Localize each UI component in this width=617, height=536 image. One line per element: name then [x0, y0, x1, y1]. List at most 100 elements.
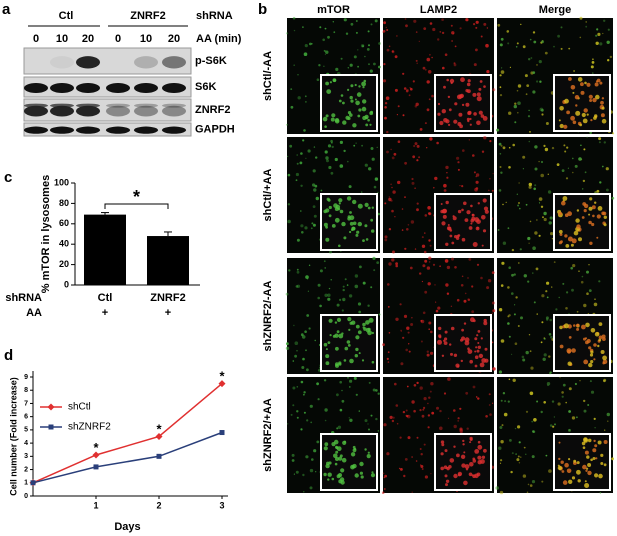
- inset-dot: [597, 206, 603, 211]
- inset-dot: [335, 450, 339, 454]
- micro-dot: [382, 472, 385, 475]
- inset-dot: [475, 346, 478, 349]
- micro-dot: [471, 310, 475, 314]
- micro-dot: [445, 283, 449, 287]
- micro-dot: [400, 330, 402, 332]
- inset-dot: [593, 358, 596, 361]
- micro-dot: [517, 111, 519, 114]
- micro-dot: [513, 273, 516, 276]
- inset-dot: [371, 331, 374, 335]
- micro-dot: [536, 219, 538, 221]
- micro-dot: [540, 341, 543, 344]
- micro-dot: [395, 262, 398, 266]
- micro-dot: [327, 297, 331, 301]
- micro-dot: [419, 386, 423, 390]
- micro-dot: [424, 475, 428, 479]
- micro-dot: [523, 274, 527, 278]
- inset-dot: [332, 78, 337, 82]
- inset-dot: [331, 113, 336, 118]
- micro-dot: [339, 298, 342, 301]
- inset-dot: [347, 317, 352, 322]
- micro-dot: [491, 271, 495, 274]
- micro-dot: [397, 105, 400, 108]
- micro-dot: [293, 324, 295, 327]
- micro-dot: [549, 318, 552, 322]
- micro-dot: [518, 462, 521, 464]
- inset-dot: [589, 241, 593, 245]
- micro-dot: [423, 27, 427, 30]
- micro-dot: [525, 410, 529, 413]
- micro-dot: [386, 130, 389, 134]
- inset-dot: [325, 114, 329, 118]
- row-label: AA: [26, 307, 42, 319]
- micro-dot: [384, 202, 387, 205]
- inset-dot: [469, 462, 474, 467]
- micro-dot: [532, 31, 536, 34]
- inset-dot: [568, 336, 572, 339]
- inset-dot: [459, 124, 463, 129]
- inset-dot: [559, 344, 564, 349]
- x-tick-label: 3: [219, 500, 224, 510]
- micro-dot: [533, 418, 537, 422]
- inset-dot: [338, 244, 341, 248]
- blot-band: [50, 105, 74, 117]
- inset-dot: [603, 440, 608, 444]
- inset-dot: [468, 226, 473, 230]
- inset-dot: [601, 118, 607, 124]
- micro-dot: [565, 307, 568, 310]
- blot-band: [162, 103, 186, 108]
- blot-band: [134, 126, 158, 134]
- micro-dot: [586, 136, 588, 138]
- micro-dot: [528, 334, 531, 336]
- micro-dot: [391, 209, 394, 213]
- micro-dot: [572, 264, 576, 268]
- micro-dot: [317, 296, 321, 300]
- lane-label: 0: [33, 33, 39, 45]
- micro-dot: [583, 409, 587, 413]
- micro-dot: [349, 418, 353, 422]
- micro-dot: [606, 188, 609, 192]
- micro-dot: [483, 22, 487, 26]
- micro-dot: [432, 263, 436, 266]
- inset-dot: [358, 85, 361, 88]
- micro-dot: [317, 398, 320, 401]
- micro-dot: [457, 417, 460, 420]
- significance-bracket: [104, 203, 169, 209]
- blot-band: [106, 126, 130, 134]
- micro-dot: [529, 38, 532, 41]
- micro-dot: [475, 175, 478, 178]
- inset-dot: [439, 120, 444, 126]
- micro-dot: [607, 420, 609, 422]
- micro-dot: [511, 353, 513, 355]
- micro-dot: [517, 262, 520, 264]
- micro-dot: [499, 166, 502, 168]
- micro-dot: [401, 208, 404, 210]
- inset-dot: [481, 215, 486, 220]
- inset-dot: [325, 361, 330, 366]
- micro-dot: [395, 404, 399, 407]
- inset-dot: [595, 94, 600, 100]
- micro-dot: [503, 412, 508, 417]
- inset-dot: [328, 214, 332, 218]
- micro-dot: [383, 476, 385, 479]
- micro-dot: [568, 387, 572, 391]
- micro-dot: [550, 232, 554, 236]
- micro-dot: [347, 160, 349, 163]
- micro-dot: [405, 348, 409, 352]
- inset-dot: [586, 467, 589, 470]
- blot-band: [106, 103, 130, 108]
- micro-dot: [598, 137, 602, 141]
- micro-dot: [414, 142, 418, 146]
- inset-dot: [588, 362, 593, 368]
- micro-dot: [336, 427, 339, 430]
- micro-dot: [332, 21, 334, 23]
- micro-dot: [511, 452, 514, 455]
- micro-dot: [424, 290, 428, 294]
- micro-tile: [382, 18, 496, 134]
- micro-dot: [428, 212, 431, 215]
- micro-dot: [348, 185, 352, 189]
- micro-dot: [408, 343, 410, 345]
- inset-dot: [355, 324, 360, 329]
- inset-dot: [338, 479, 343, 484]
